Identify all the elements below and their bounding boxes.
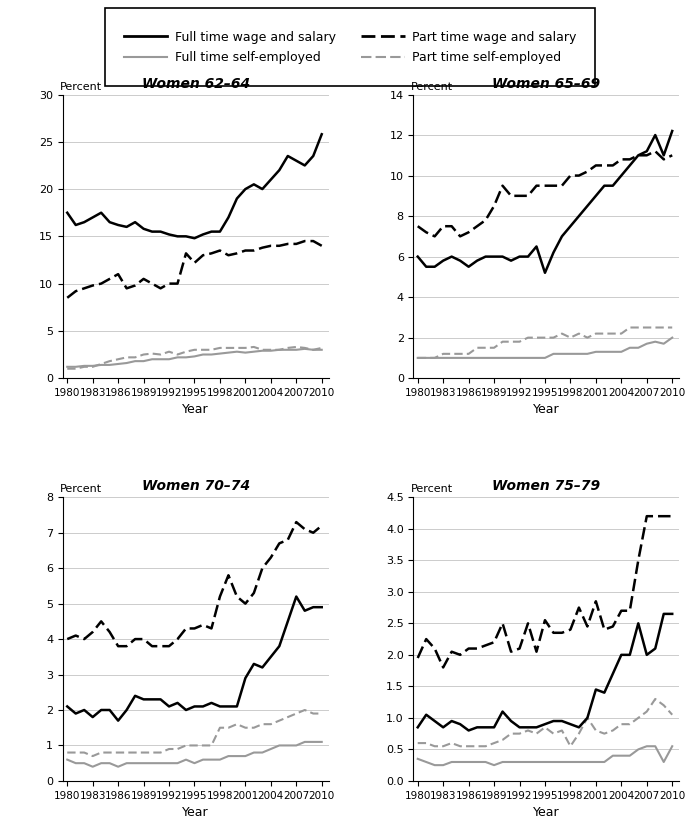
Title: Women 70–74: Women 70–74: [141, 479, 250, 493]
Text: Percent: Percent: [60, 484, 102, 495]
X-axis label: Year: Year: [183, 404, 209, 417]
Title: Women 62–64: Women 62–64: [141, 76, 250, 90]
Text: Percent: Percent: [411, 484, 453, 495]
Title: Women 65–69: Women 65–69: [492, 76, 601, 90]
Text: Percent: Percent: [411, 81, 453, 92]
X-axis label: Year: Year: [533, 806, 559, 820]
Legend: Full time wage and salary, Full time self-employed, Part time wage and salary, P: Full time wage and salary, Full time sel…: [118, 25, 582, 70]
X-axis label: Year: Year: [533, 404, 559, 417]
Text: Percent: Percent: [60, 81, 102, 92]
X-axis label: Year: Year: [183, 806, 209, 820]
Title: Women 75–79: Women 75–79: [492, 479, 601, 493]
